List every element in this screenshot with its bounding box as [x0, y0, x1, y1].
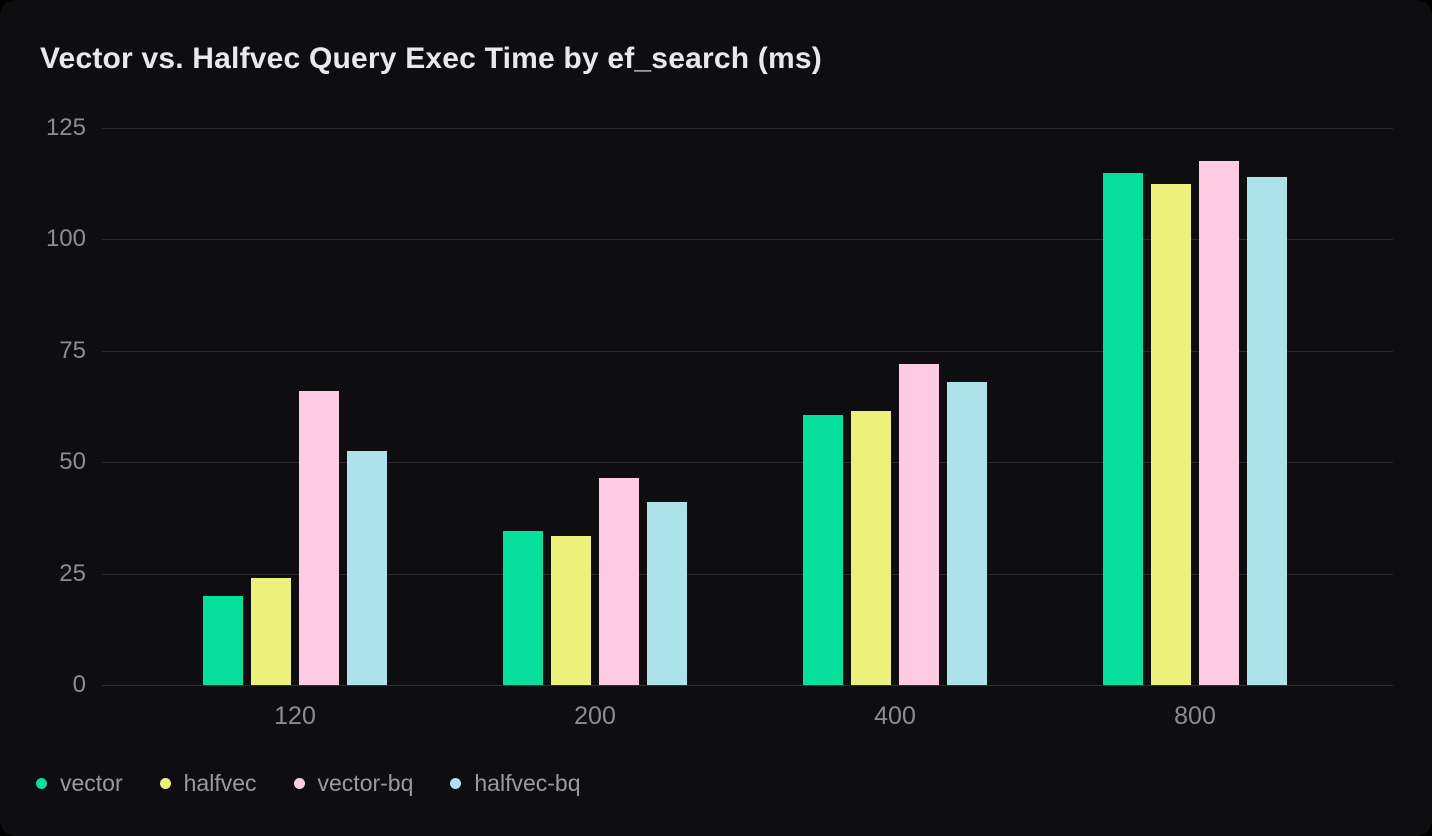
- x-axis-tick-label: 800: [1174, 702, 1216, 730]
- bar-halfvec-400: [851, 411, 891, 685]
- bar-vector-120: [203, 596, 243, 685]
- gridline-y-100: [102, 239, 1393, 240]
- gridline-y-25: [102, 574, 1393, 575]
- bar-vector-400: [803, 415, 843, 685]
- legend-dot-icon: [36, 778, 47, 789]
- legend-label: vector-bq: [317, 770, 414, 796]
- y-axis-tick-label: 100: [45, 225, 86, 252]
- legend-dot-icon: [293, 778, 305, 789]
- legend-label: vector: [60, 770, 123, 796]
- legend-item-vector[interactable]: vector: [36, 770, 123, 797]
- legend-label: halfvec-bq: [474, 770, 581, 796]
- legend-dot-icon: [450, 778, 462, 789]
- bar-halfvec-bq-800: [1247, 177, 1287, 685]
- bar-halfvec-bq-120: [347, 451, 387, 685]
- bar-vector-bq-200: [599, 478, 639, 685]
- gridline-y-50: [102, 462, 1393, 463]
- chart-title: Vector vs. Halfvec Query Exec Time by ef…: [40, 42, 822, 75]
- bar-halfvec-bq-400: [947, 382, 987, 685]
- legend-dot-icon: [159, 778, 171, 789]
- y-axis-tick-label: 50: [59, 448, 86, 475]
- bar-halfvec-200: [551, 536, 591, 685]
- bar-halfvec-800: [1151, 184, 1191, 685]
- legend-item-vector-bq[interactable]: vector-bq: [293, 770, 414, 797]
- bar-vector-200: [503, 531, 543, 685]
- bar-halfvec-120: [251, 578, 291, 685]
- gridline-y-0: [102, 685, 1393, 686]
- legend-item-halfvec-bq[interactable]: halfvec-bq: [450, 770, 581, 797]
- bar-vector-bq-400: [899, 364, 939, 685]
- y-axis-tick-label: 0: [72, 671, 86, 698]
- x-axis-tick-label: 200: [574, 702, 616, 730]
- x-axis-tick-label: 400: [874, 702, 916, 730]
- x-axis-tick-label: 120: [274, 702, 316, 730]
- legend-label: halfvec: [183, 770, 257, 796]
- bar-halfvec-bq-200: [647, 502, 687, 685]
- bar-vector-bq-800: [1199, 161, 1239, 685]
- bar-vector-bq-120: [299, 391, 339, 685]
- y-axis-tick-label: 125: [45, 114, 86, 141]
- y-axis-tick-label: 25: [59, 560, 86, 587]
- legend-item-halfvec[interactable]: halfvec: [159, 770, 257, 797]
- y-axis-tick-label: 75: [59, 337, 86, 364]
- gridline-y-125: [102, 128, 1393, 129]
- chart-legend: vector halfvec vector-bq halfvec-bq: [36, 770, 581, 797]
- bar-vector-800: [1103, 173, 1143, 685]
- gridline-y-75: [102, 351, 1393, 352]
